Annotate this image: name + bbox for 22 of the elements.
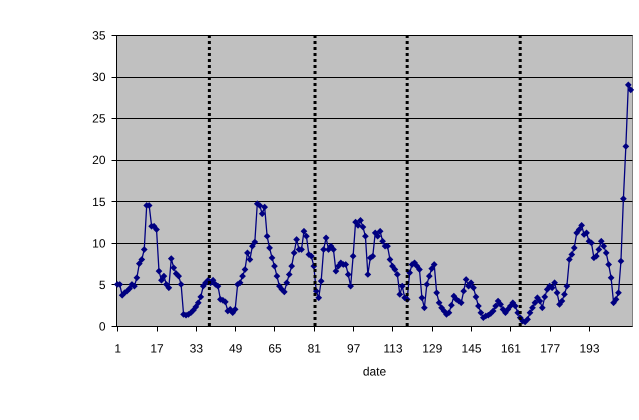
y-tick-label: 35 [92,28,106,42]
y-tick-label: 25 [92,112,106,126]
x-tick-label: 145 [462,342,482,356]
x-tick-label: 177 [540,342,561,356]
y-tick-label: 30 [92,70,106,84]
y-tick-label: 10 [92,236,106,250]
y-tick-label: 5 [98,278,106,292]
x-tick-label: 49 [228,342,243,356]
x-tick-label: 17 [150,342,164,356]
x-tick-label: 97 [346,342,361,356]
x-tick-label: 65 [268,342,282,356]
x-tick-label: 161 [500,342,522,356]
y-tick-label: 0 [98,320,106,334]
x-tick-label: 81 [308,342,322,356]
x-axis-title: date [362,364,386,378]
x-tick-label: 33 [190,342,204,356]
y-tick-label: 20 [92,153,106,168]
x-tick-label: 113 [383,342,403,356]
y-tick-label: 15 [92,194,106,209]
x-tick-label: 193 [579,342,600,356]
x-tick-label: 129 [422,342,443,356]
x-tick-label: 1 [114,342,122,356]
